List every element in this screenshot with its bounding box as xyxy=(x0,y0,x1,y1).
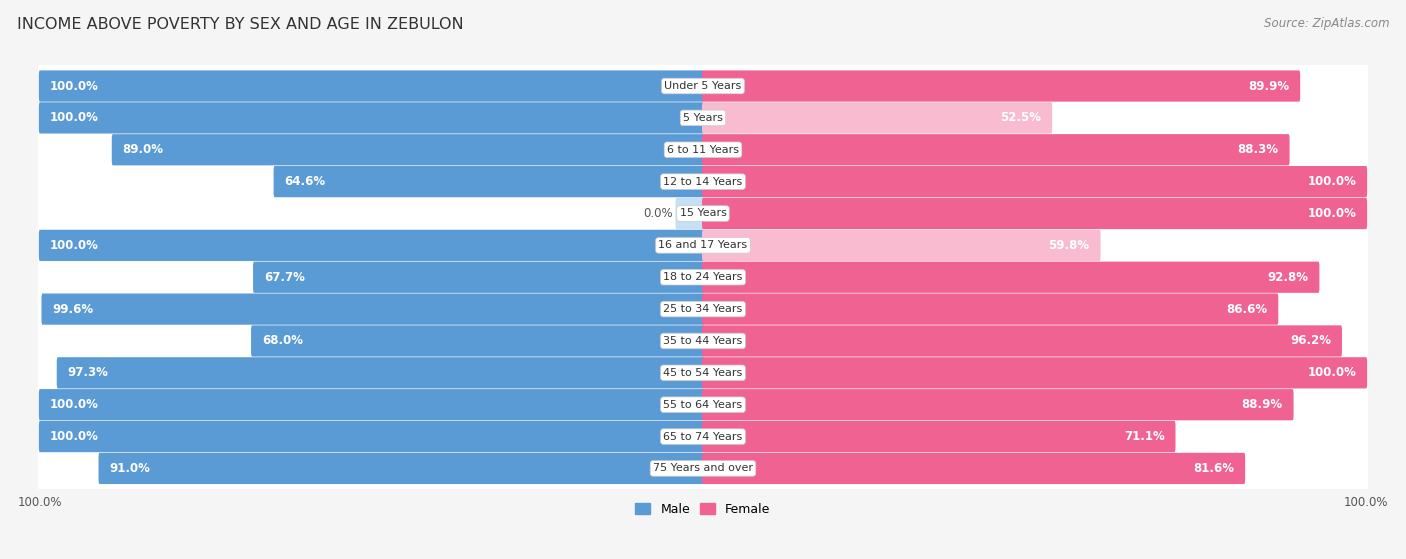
Text: 75 Years and over: 75 Years and over xyxy=(652,463,754,473)
FancyBboxPatch shape xyxy=(38,445,1368,492)
Text: 88.9%: 88.9% xyxy=(1241,398,1282,411)
Text: 92.8%: 92.8% xyxy=(1267,271,1309,284)
Text: 0.0%: 0.0% xyxy=(644,207,673,220)
Text: 52.5%: 52.5% xyxy=(1000,111,1042,125)
Text: 59.8%: 59.8% xyxy=(1049,239,1090,252)
Text: 71.1%: 71.1% xyxy=(1123,430,1164,443)
FancyBboxPatch shape xyxy=(38,190,1368,237)
FancyBboxPatch shape xyxy=(253,262,704,293)
Text: 64.6%: 64.6% xyxy=(284,175,326,188)
FancyBboxPatch shape xyxy=(702,421,1175,452)
Text: 65 to 74 Years: 65 to 74 Years xyxy=(664,432,742,442)
FancyBboxPatch shape xyxy=(702,134,1289,165)
Text: Under 5 Years: Under 5 Years xyxy=(665,81,741,91)
FancyBboxPatch shape xyxy=(702,262,1319,293)
Text: 99.6%: 99.6% xyxy=(52,302,94,316)
Text: 15 Years: 15 Years xyxy=(679,209,727,219)
Text: 67.7%: 67.7% xyxy=(264,271,305,284)
FancyBboxPatch shape xyxy=(702,230,1101,261)
Text: 89.9%: 89.9% xyxy=(1249,79,1289,93)
FancyBboxPatch shape xyxy=(38,381,1368,428)
Text: 100.0%: 100.0% xyxy=(1308,175,1357,188)
FancyBboxPatch shape xyxy=(42,293,704,325)
Text: 45 to 54 Years: 45 to 54 Years xyxy=(664,368,742,378)
FancyBboxPatch shape xyxy=(702,293,1278,325)
FancyBboxPatch shape xyxy=(702,389,1294,420)
FancyBboxPatch shape xyxy=(702,453,1246,484)
Text: 25 to 34 Years: 25 to 34 Years xyxy=(664,304,742,314)
Text: 88.3%: 88.3% xyxy=(1237,143,1278,157)
FancyBboxPatch shape xyxy=(702,166,1367,197)
FancyBboxPatch shape xyxy=(39,102,704,134)
Legend: Male, Female: Male, Female xyxy=(630,498,776,521)
FancyBboxPatch shape xyxy=(56,357,704,389)
FancyBboxPatch shape xyxy=(39,70,704,102)
FancyBboxPatch shape xyxy=(675,198,704,229)
FancyBboxPatch shape xyxy=(112,134,704,165)
FancyBboxPatch shape xyxy=(252,325,704,357)
Text: 91.0%: 91.0% xyxy=(110,462,150,475)
Text: 55 to 64 Years: 55 to 64 Years xyxy=(664,400,742,410)
FancyBboxPatch shape xyxy=(38,318,1368,364)
Text: 100.0%: 100.0% xyxy=(49,79,98,93)
FancyBboxPatch shape xyxy=(38,222,1368,269)
FancyBboxPatch shape xyxy=(702,357,1367,389)
FancyBboxPatch shape xyxy=(38,158,1368,205)
Text: 81.6%: 81.6% xyxy=(1194,462,1234,475)
Text: 16 and 17 Years: 16 and 17 Years xyxy=(658,240,748,250)
Text: 86.6%: 86.6% xyxy=(1226,302,1267,316)
Text: 100.0%: 100.0% xyxy=(49,430,98,443)
Text: 100.0%: 100.0% xyxy=(49,111,98,125)
Text: 96.2%: 96.2% xyxy=(1291,334,1331,348)
Text: 97.3%: 97.3% xyxy=(67,366,108,380)
Text: 100.0%: 100.0% xyxy=(1308,366,1357,380)
FancyBboxPatch shape xyxy=(38,94,1368,141)
Text: 100.0%: 100.0% xyxy=(1308,207,1357,220)
Text: 12 to 14 Years: 12 to 14 Years xyxy=(664,177,742,187)
FancyBboxPatch shape xyxy=(38,254,1368,301)
Text: 5 Years: 5 Years xyxy=(683,113,723,123)
FancyBboxPatch shape xyxy=(702,325,1341,357)
FancyBboxPatch shape xyxy=(702,70,1301,102)
Text: 100.0%: 100.0% xyxy=(49,239,98,252)
FancyBboxPatch shape xyxy=(98,453,704,484)
Text: INCOME ABOVE POVERTY BY SEX AND AGE IN ZEBULON: INCOME ABOVE POVERTY BY SEX AND AGE IN Z… xyxy=(17,17,464,32)
FancyBboxPatch shape xyxy=(38,349,1368,396)
FancyBboxPatch shape xyxy=(702,198,1367,229)
Text: Source: ZipAtlas.com: Source: ZipAtlas.com xyxy=(1264,17,1389,30)
Text: 100.0%: 100.0% xyxy=(49,398,98,411)
FancyBboxPatch shape xyxy=(39,389,704,420)
Text: 68.0%: 68.0% xyxy=(262,334,302,348)
FancyBboxPatch shape xyxy=(39,421,704,452)
FancyBboxPatch shape xyxy=(274,166,704,197)
FancyBboxPatch shape xyxy=(38,286,1368,333)
Text: 6 to 11 Years: 6 to 11 Years xyxy=(666,145,740,155)
FancyBboxPatch shape xyxy=(38,63,1368,110)
Text: 89.0%: 89.0% xyxy=(122,143,163,157)
FancyBboxPatch shape xyxy=(38,126,1368,173)
Text: 18 to 24 Years: 18 to 24 Years xyxy=(664,272,742,282)
FancyBboxPatch shape xyxy=(702,102,1052,134)
FancyBboxPatch shape xyxy=(38,413,1368,460)
FancyBboxPatch shape xyxy=(39,230,704,261)
Text: 35 to 44 Years: 35 to 44 Years xyxy=(664,336,742,346)
